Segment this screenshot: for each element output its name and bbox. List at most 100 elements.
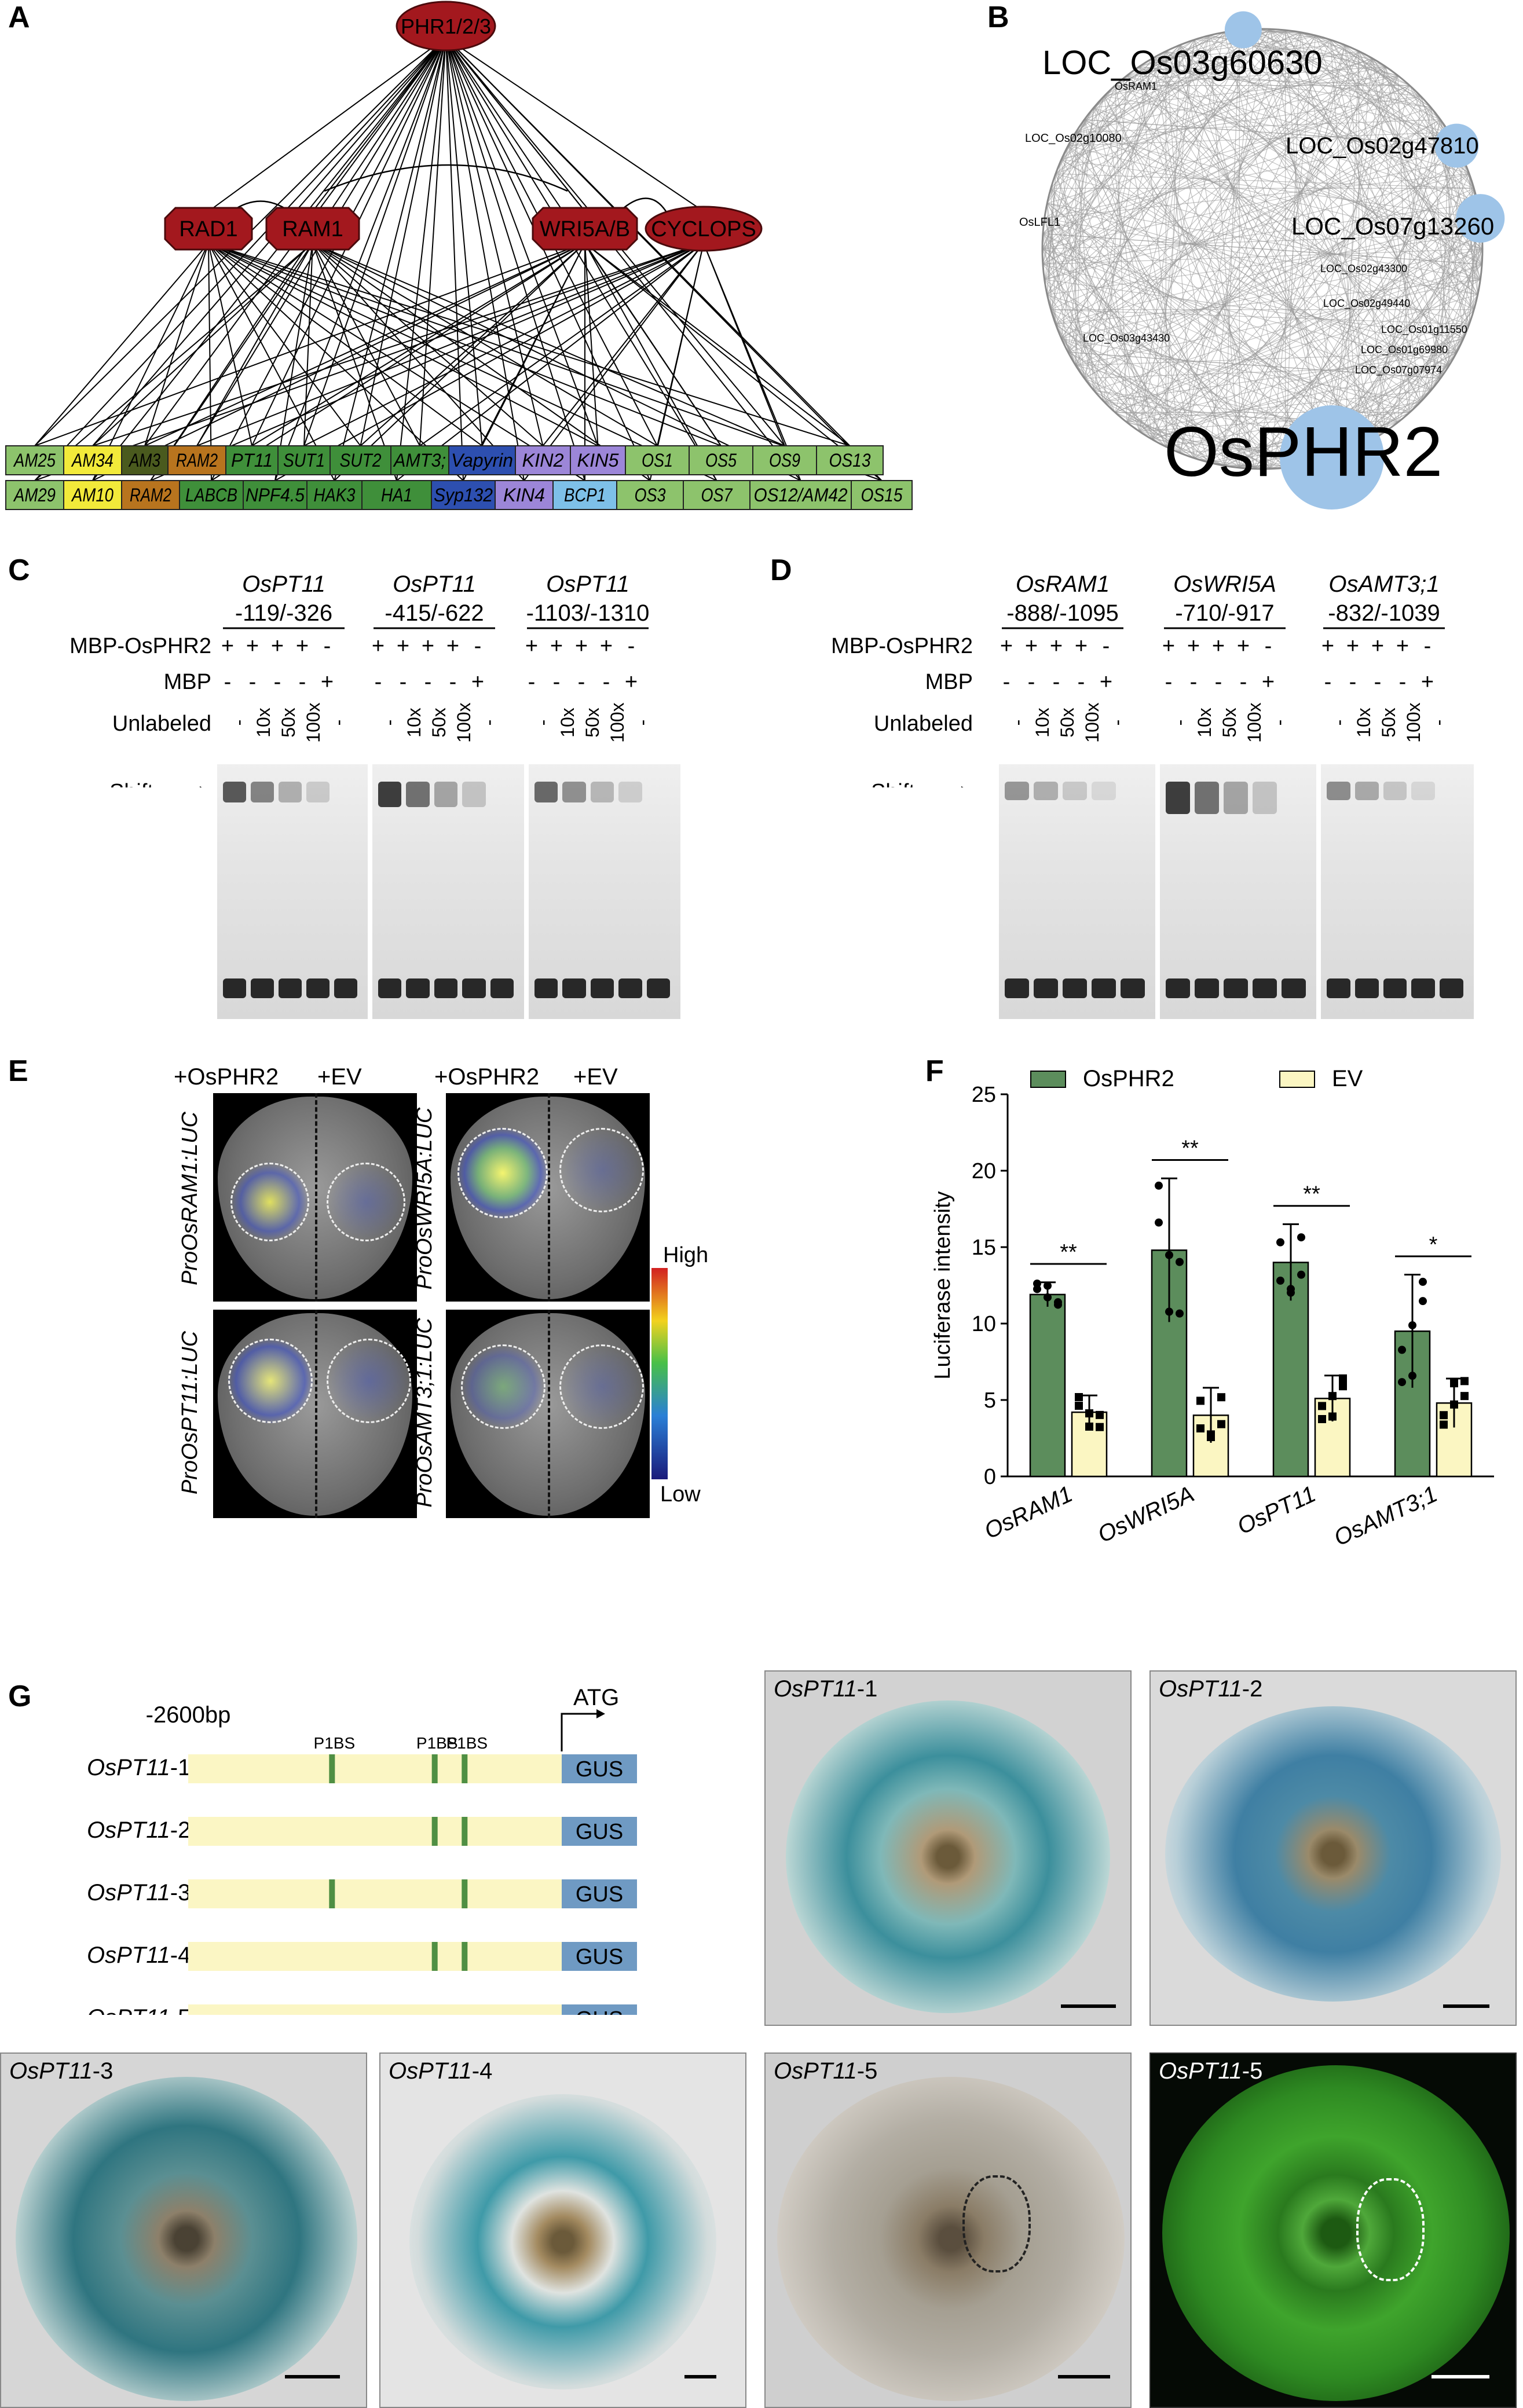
y-tick-label-2: 10	[972, 1312, 996, 1336]
coexp-edge	[1166, 51, 1470, 325]
emsa-c-probe-1: OsPT11-415/-622+--+-10x+-50x+-100x-+-	[372, 571, 499, 743]
coexp-edge	[1046, 39, 1331, 295]
coexp-edge	[1126, 32, 1301, 423]
coexp-edge	[1139, 203, 1478, 432]
coexp-edge	[1330, 39, 1360, 447]
edge-mid-1-25	[312, 243, 651, 481]
gus-box-2	[562, 1879, 637, 1908]
coexp-edge	[1409, 218, 1481, 413]
coexp-edge	[1047, 233, 1482, 295]
coexp-edge	[1209, 35, 1421, 402]
edge-top-8	[445, 37, 483, 446]
coexp-edge	[1068, 351, 1441, 379]
emsa-c-mbpphr2-2-0: +	[525, 634, 538, 658]
emsa-c-free-probe-band	[334, 978, 357, 998]
data-point	[1075, 1393, 1083, 1402]
emsa-d-probe-gene-1: OsWRI5A	[1173, 571, 1276, 597]
emsa-d-mbpphr2-2-4: -	[1424, 634, 1432, 658]
data-point	[1165, 1307, 1173, 1316]
emsa-c-free-probe-band	[462, 978, 486, 998]
coexp-edge	[1152, 338, 1464, 440]
emsa-c-mbp-1-1: -	[400, 670, 407, 694]
edge-mid-1-21	[312, 243, 397, 481]
emsa-c-gel-segment-0	[217, 764, 368, 1019]
data-point	[1044, 1293, 1052, 1302]
legend-label-0: OsPHR2	[1083, 1066, 1174, 1091]
row1-gene-box-3: RAM2	[167, 445, 226, 475]
emsa-d-shift-band	[1411, 782, 1436, 800]
emsa-d-free-probe-band	[1005, 978, 1029, 998]
emsa-d-mbpphr2-0-2: +	[1050, 634, 1063, 658]
data-point	[1460, 1377, 1469, 1386]
coexp-edge	[1115, 85, 1478, 204]
row2-gene-rect-10	[616, 480, 684, 510]
coexp-edge	[1104, 75, 1127, 402]
edge-mid-0-4	[208, 243, 252, 446]
edge-mid-1-27	[312, 243, 801, 481]
data-point	[1328, 1412, 1337, 1421]
coexp-edge	[1359, 145, 1458, 447]
leaf-image-pt11	[213, 1310, 417, 1518]
emsa-d-row-label-mbpphr2: MBP-OsPHR2	[831, 634, 973, 658]
coexp-edge	[1180, 45, 1255, 469]
p1bs-mark-2-0	[329, 1879, 335, 1908]
coexp-edge	[1372, 119, 1441, 440]
edge-mid-3-1	[92, 243, 704, 446]
edge-mid-3-17	[150, 243, 704, 481]
edge-top-10	[445, 37, 599, 446]
coexp-edge	[1126, 233, 1482, 423]
data-point	[1419, 1297, 1427, 1306]
promoter-bar-3	[188, 1942, 562, 1971]
node-label-small-7: LOC_Os02g43300	[1320, 263, 1407, 275]
row2-gene-box-0: AM29	[5, 480, 64, 510]
emsa-c-mbp-1-0: -	[375, 670, 382, 694]
emsa-c-probe-2: OsPT11-1103/-1310+--+-10x+-50x+-100x-+-	[525, 571, 653, 743]
coexp-edge	[1046, 58, 1153, 204]
emsa-c-mbp-2-1: -	[553, 670, 561, 694]
emsa-d-mbpphr2-2-1: +	[1346, 634, 1359, 658]
emsa-c-unlabeled-1-0: -	[379, 720, 400, 726]
y-tick-label-5: 25	[972, 1083, 996, 1107]
coexp-edge	[1075, 119, 1441, 133]
coexp-edge	[1372, 58, 1421, 402]
construct-label-3: OsPT11-4	[87, 1942, 191, 1968]
row1-gene-label-12: OS5	[705, 450, 737, 471]
emsa-d-mbp-1-3: -	[1240, 670, 1247, 694]
panel-letter-c: C	[8, 554, 30, 587]
emsa-d-free-probe-band	[1440, 978, 1463, 998]
emsa-c-gel-segment-2	[529, 764, 680, 1019]
edge-top-23	[445, 37, 525, 481]
coexp-edge	[1093, 263, 1482, 391]
emsa-c-mbpphr2-2-2: +	[575, 634, 588, 658]
emsa-c-shift-band	[251, 782, 274, 802]
edge-mid-3-9	[542, 243, 704, 446]
emsa-d-unlabeled-2-2: 50x	[1378, 708, 1399, 738]
edge-mid-0-8	[208, 243, 483, 446]
emsa-c-unlabeled-0-2: 50x	[278, 708, 299, 738]
coexp-edge	[1463, 233, 1482, 339]
emsa-d-free-probe-band	[1166, 978, 1190, 998]
coexp-edge	[1084, 119, 1464, 339]
data-point	[1033, 1285, 1041, 1293]
coexp-edge	[1269, 75, 1398, 469]
emsa-c-mbpphr2-0-0: +	[221, 634, 234, 658]
coexp-edge	[1224, 32, 1331, 459]
coexp-edge	[1050, 66, 1140, 310]
emsa-c-free-probe-band	[279, 978, 302, 998]
emsa-c-mbp-0-3: -	[299, 670, 306, 694]
row1-gene-label-5: SUT1	[283, 450, 325, 471]
emsa-d-mbp-1-2: -	[1215, 670, 1222, 694]
edge-mid-1-19	[274, 243, 313, 481]
coexp-edge	[1209, 96, 1421, 463]
coexp-edge	[1044, 218, 1286, 468]
emsa-c-mbp-0-1: -	[249, 670, 257, 694]
tss-arrowhead	[596, 1709, 605, 1718]
emsa-c-shift-band	[223, 782, 246, 802]
p1bs-mark-3-0	[431, 1942, 438, 1971]
edge-mid-2-14	[584, 243, 851, 446]
coexp-edge	[1152, 58, 1474, 189]
edge-mid-0-28	[208, 243, 882, 481]
coexp-edge	[1061, 159, 1255, 470]
emsa-d-unlabeled-2-3: 100x	[1403, 702, 1424, 742]
coexp-edge	[1152, 173, 1470, 440]
